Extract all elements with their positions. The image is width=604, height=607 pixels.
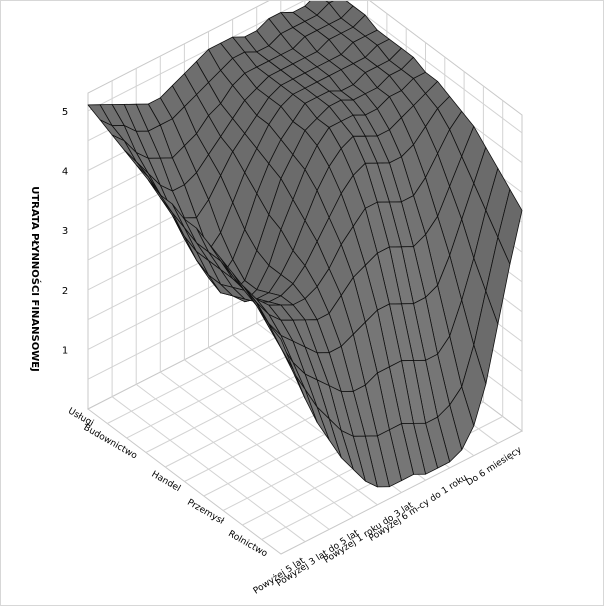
surface-cell xyxy=(268,323,294,370)
z-tick-label: 1 xyxy=(62,345,68,356)
z-tick-label: 2 xyxy=(62,286,68,297)
z-tick-label: 5 xyxy=(62,107,68,118)
z-tick-label: 4 xyxy=(62,167,68,178)
wall-grid-line xyxy=(87,1,523,134)
surface-mesh xyxy=(87,1,523,488)
z-axis-title: UTRATA PŁYNNOŚCI FINANSOWEJ xyxy=(29,186,42,372)
z-tick-label: 3 xyxy=(62,226,68,237)
